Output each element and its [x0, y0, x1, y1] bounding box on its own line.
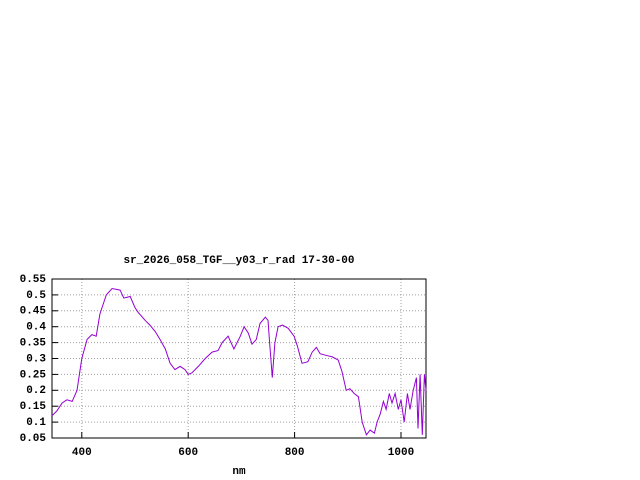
y-tick-label: 0.1	[26, 417, 46, 429]
y-tick-label: 0.4	[26, 322, 46, 334]
x-tick-label: 1000	[388, 447, 414, 459]
data-line	[51, 287, 427, 436]
y-tick-label: 0.15	[20, 401, 47, 413]
chart-title: sr_2026_058_TGF__y03_r_rad 17-30-00	[123, 255, 354, 267]
y-tick-label: 0.35	[20, 338, 47, 350]
y-tick-label: 0.25	[20, 369, 47, 381]
y-tick-label: 0.45	[20, 306, 47, 318]
x-tick-label: 600	[178, 447, 198, 459]
plot-border	[51, 278, 427, 439]
y-tick-label: 0.55	[20, 274, 47, 286]
y-tick-label: 0.3	[26, 353, 46, 365]
x-axis-label: nm	[232, 466, 246, 478]
x-tick-label: 400	[72, 447, 92, 459]
y-tick-label: 0.5	[26, 290, 46, 302]
y-tick-label: 0.05	[20, 433, 47, 445]
x-tick-label: 800	[285, 447, 305, 459]
y-tick-label: 0.2	[26, 385, 46, 397]
